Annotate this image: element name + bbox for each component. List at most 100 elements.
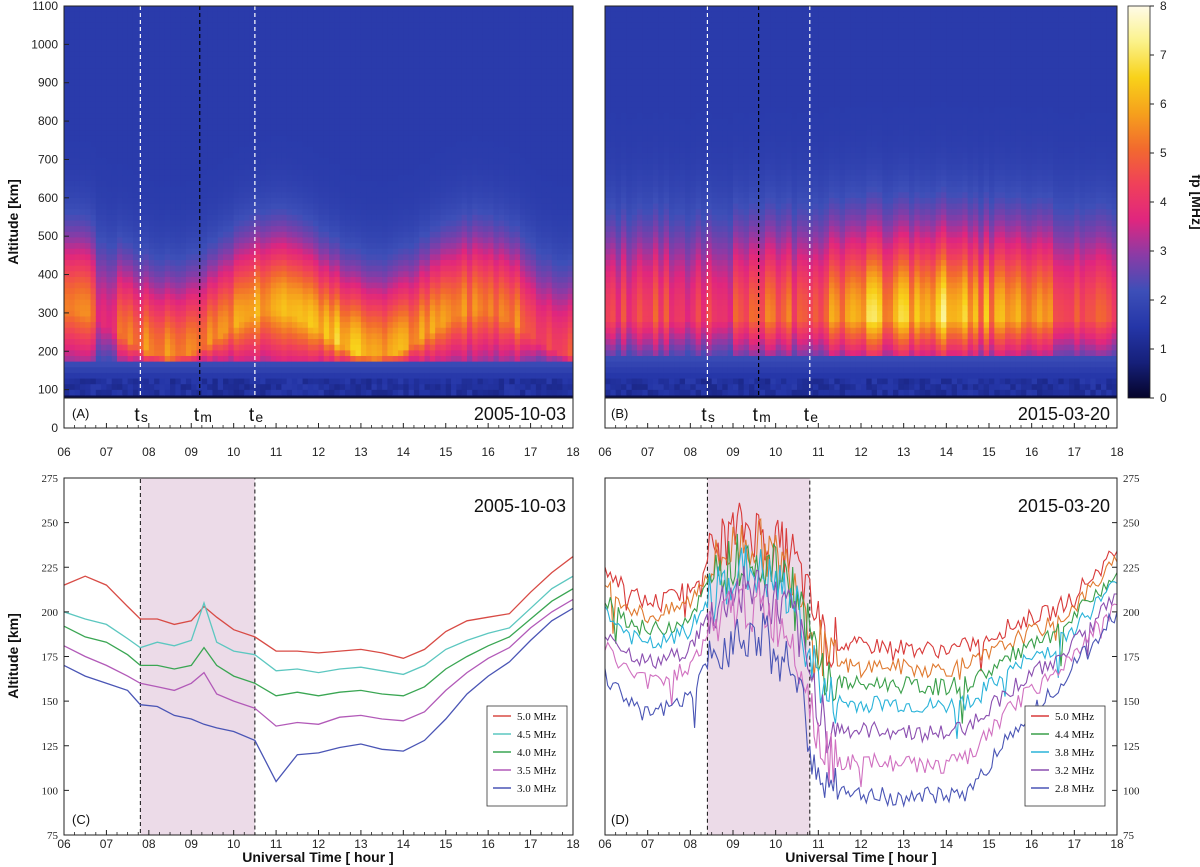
- heat-cell: [111, 231, 118, 239]
- heat-cell: [159, 101, 166, 109]
- heat-cell: [339, 96, 346, 103]
- heat-cell: [398, 361, 404, 368]
- heat-cell: [334, 96, 341, 103]
- heat-cell: [403, 220, 410, 227]
- heat-cell: [95, 305, 102, 312]
- heat-cell: [408, 141, 415, 148]
- heat-cell: [366, 271, 373, 278]
- heat-cell: [260, 339, 267, 346]
- heat-cell: [148, 254, 155, 261]
- heat-cell: [265, 310, 272, 318]
- heat-cell: [74, 299, 81, 306]
- heat-cell: [117, 384, 123, 391]
- heat-cell: [307, 56, 314, 64]
- heat-cell: [207, 101, 214, 109]
- heat-cell: [302, 203, 309, 210]
- heat-cell: [223, 254, 229, 261]
- heat-cell: [74, 260, 81, 267]
- heat-cell: [329, 367, 335, 374]
- heat-cell: [355, 282, 362, 289]
- heat-cell: [270, 6, 277, 13]
- heat-cell: [366, 226, 373, 233]
- heat-cell: [95, 214, 102, 222]
- heat-cell: [387, 158, 394, 165]
- heat-cell: [170, 73, 176, 80]
- heat-cell: [265, 113, 272, 120]
- heat-cell: [148, 389, 155, 397]
- heat-cell: [138, 271, 145, 278]
- heat-cell: [435, 378, 442, 385]
- heat-cell: [260, 51, 267, 58]
- heat-cell: [339, 316, 346, 323]
- heat-cell: [79, 395, 86, 398]
- heat-cell: [360, 243, 367, 250]
- heat-cell: [207, 11, 214, 18]
- heat-cell: [302, 293, 309, 301]
- heat-cell: [355, 101, 362, 109]
- heat-cell: [286, 276, 293, 284]
- heat-cell: [382, 350, 389, 357]
- heat-cell: [207, 237, 214, 244]
- heat-cell: [154, 158, 161, 165]
- heat-cell: [164, 271, 171, 278]
- heat-cell: [339, 28, 346, 35]
- heat-cell: [339, 248, 346, 255]
- heat-cell: [291, 243, 298, 250]
- heat-cell: [127, 101, 134, 109]
- heat-cell: [138, 214, 145, 222]
- heat-cell: [387, 305, 394, 312]
- heat-cell: [217, 101, 224, 109]
- heat-cell: [291, 276, 298, 284]
- heat-cell: [360, 73, 367, 80]
- heat-cell: [376, 237, 383, 244]
- heat-cell: [323, 271, 330, 278]
- heat-cell: [366, 214, 373, 222]
- heat-cell: [318, 124, 325, 131]
- heat-cell: [382, 248, 389, 255]
- heat-cell: [387, 322, 394, 329]
- heat-cell: [90, 310, 97, 318]
- heat-cell: [154, 107, 161, 114]
- heat-cell: [334, 56, 341, 64]
- heat-cell: [201, 322, 208, 329]
- heat-cell: [180, 90, 187, 97]
- heat-cell: [74, 175, 81, 182]
- heat-cell: [217, 56, 224, 64]
- heat-cell: [291, 367, 298, 374]
- heat-cell: [382, 79, 389, 86]
- heat-cell: [408, 220, 415, 227]
- heat-cell: [408, 339, 415, 346]
- heat-cell: [143, 135, 150, 143]
- heat-cell: [223, 45, 229, 52]
- heat-cell: [355, 226, 362, 233]
- heat-cell: [233, 22, 240, 30]
- heat-cell: [276, 28, 282, 35]
- heat-cell: [223, 214, 229, 222]
- heat-cell: [408, 130, 415, 137]
- heat-cell: [291, 271, 298, 278]
- heat-cell: [329, 22, 335, 30]
- heat-cell: [313, 271, 320, 278]
- heat-cell: [371, 344, 378, 351]
- heat-cell: [191, 339, 198, 346]
- heat-cell: [413, 180, 420, 188]
- heat-cell: [74, 79, 81, 86]
- heat-cell: [69, 372, 76, 380]
- heat-cell: [111, 282, 118, 289]
- heat-cell: [180, 344, 187, 351]
- heat-cell: [249, 158, 256, 165]
- heat-cell: [286, 90, 293, 97]
- heat-cell: [398, 147, 404, 154]
- heat-cell: [307, 124, 314, 131]
- heat-cell: [419, 384, 426, 391]
- heat-cell: [355, 45, 362, 52]
- heat-cell: [148, 276, 155, 284]
- heat-cell: [132, 169, 139, 176]
- heat-cell: [69, 85, 76, 92]
- heat-cell: [376, 276, 383, 284]
- heat-cell: [318, 333, 325, 340]
- heat-cell: [387, 28, 394, 35]
- heat-cell: [138, 220, 145, 227]
- heat-cell: [392, 73, 399, 80]
- heat-cell: [392, 231, 399, 239]
